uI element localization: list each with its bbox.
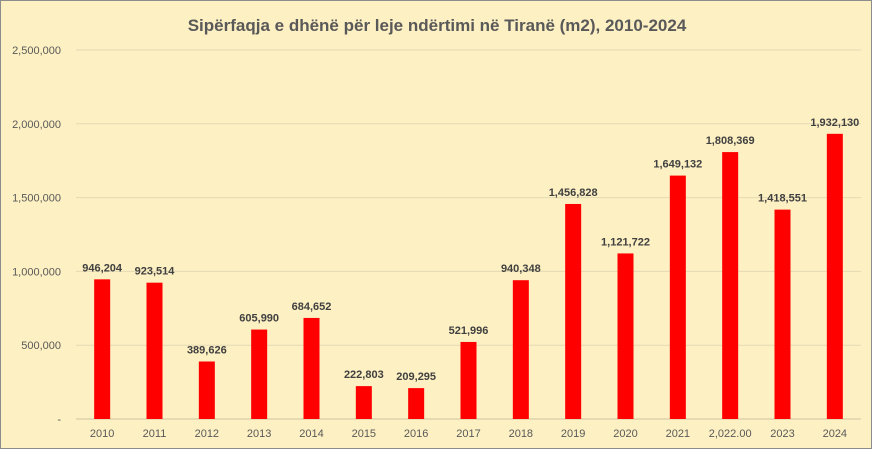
y-tick-label: 2,500,000 — [12, 45, 61, 57]
data-label: 209,295 — [396, 371, 436, 383]
bar — [460, 341, 477, 419]
x-tick-label: 2023 — [770, 428, 794, 440]
data-label: 1,121,722 — [601, 236, 650, 248]
x-tick-label: 2,022.00 — [709, 428, 752, 440]
bar — [94, 279, 111, 419]
y-tick-label: 1,000,000 — [12, 266, 61, 278]
data-label: 946,204 — [82, 262, 123, 274]
x-tick-label: 2020 — [613, 428, 637, 440]
x-tick-label: 2021 — [666, 428, 690, 440]
x-tick-label: 2014 — [299, 428, 323, 440]
bar — [512, 280, 529, 419]
data-label: 1,932,130 — [810, 117, 859, 129]
data-label: 940,348 — [501, 263, 541, 275]
x-tick-label: 2018 — [509, 428, 533, 440]
bar — [408, 388, 425, 419]
bar — [565, 203, 582, 419]
data-label: 605,990 — [239, 313, 279, 325]
bar — [669, 175, 686, 419]
x-tick-label: 2013 — [247, 428, 271, 440]
data-label: 222,803 — [344, 369, 384, 381]
x-tick-label: 2012 — [195, 428, 219, 440]
data-label: 1,418,551 — [758, 193, 807, 205]
data-label: 521,996 — [449, 325, 489, 337]
chart-title: Sipërfaqja e dhënë për leje ndërtimi në … — [188, 16, 687, 35]
x-tick-label: 2016 — [404, 428, 428, 440]
x-tick-label: 2019 — [561, 428, 585, 440]
y-axis-tick-labels: - 500,000 1,000,000 1,500,000 2,000,000 2,500… — [12, 45, 61, 426]
y-tick-label: 500,000 — [21, 340, 61, 352]
data-label: 389,626 — [187, 344, 227, 356]
bar — [774, 209, 791, 419]
bar — [198, 361, 215, 419]
bar — [251, 329, 268, 419]
y-tick-label: 2,000,000 — [12, 119, 61, 131]
y-tick-label: - — [57, 414, 61, 426]
data-label: 1,808,369 — [706, 135, 755, 147]
bar — [355, 386, 372, 419]
bar — [722, 152, 739, 420]
x-axis-tick-labels: 2010 2011 2012 2013 2014 2015 2016 2017 2018 2019… — [90, 428, 847, 440]
x-tick-label: 2010 — [90, 428, 114, 440]
x-tick-label: 2015 — [352, 428, 376, 440]
x-tick-label: 2011 — [143, 428, 167, 440]
data-labels: 946,204 923,514 389,626 605,990 684,652 222,8… — [82, 117, 859, 383]
y-tick-label: 1,500,000 — [12, 193, 61, 205]
bar — [146, 282, 163, 419]
data-label: 1,649,132 — [653, 159, 702, 171]
x-tick-label: 2017 — [456, 428, 480, 440]
bar — [303, 317, 320, 419]
x-tick-label: 2024 — [823, 428, 847, 440]
data-label: 1,456,828 — [549, 187, 598, 199]
data-label: 684,652 — [292, 301, 332, 313]
bar — [617, 253, 634, 419]
bar — [826, 133, 843, 419]
bars — [94, 133, 843, 420]
data-label: 923,514 — [135, 266, 176, 278]
